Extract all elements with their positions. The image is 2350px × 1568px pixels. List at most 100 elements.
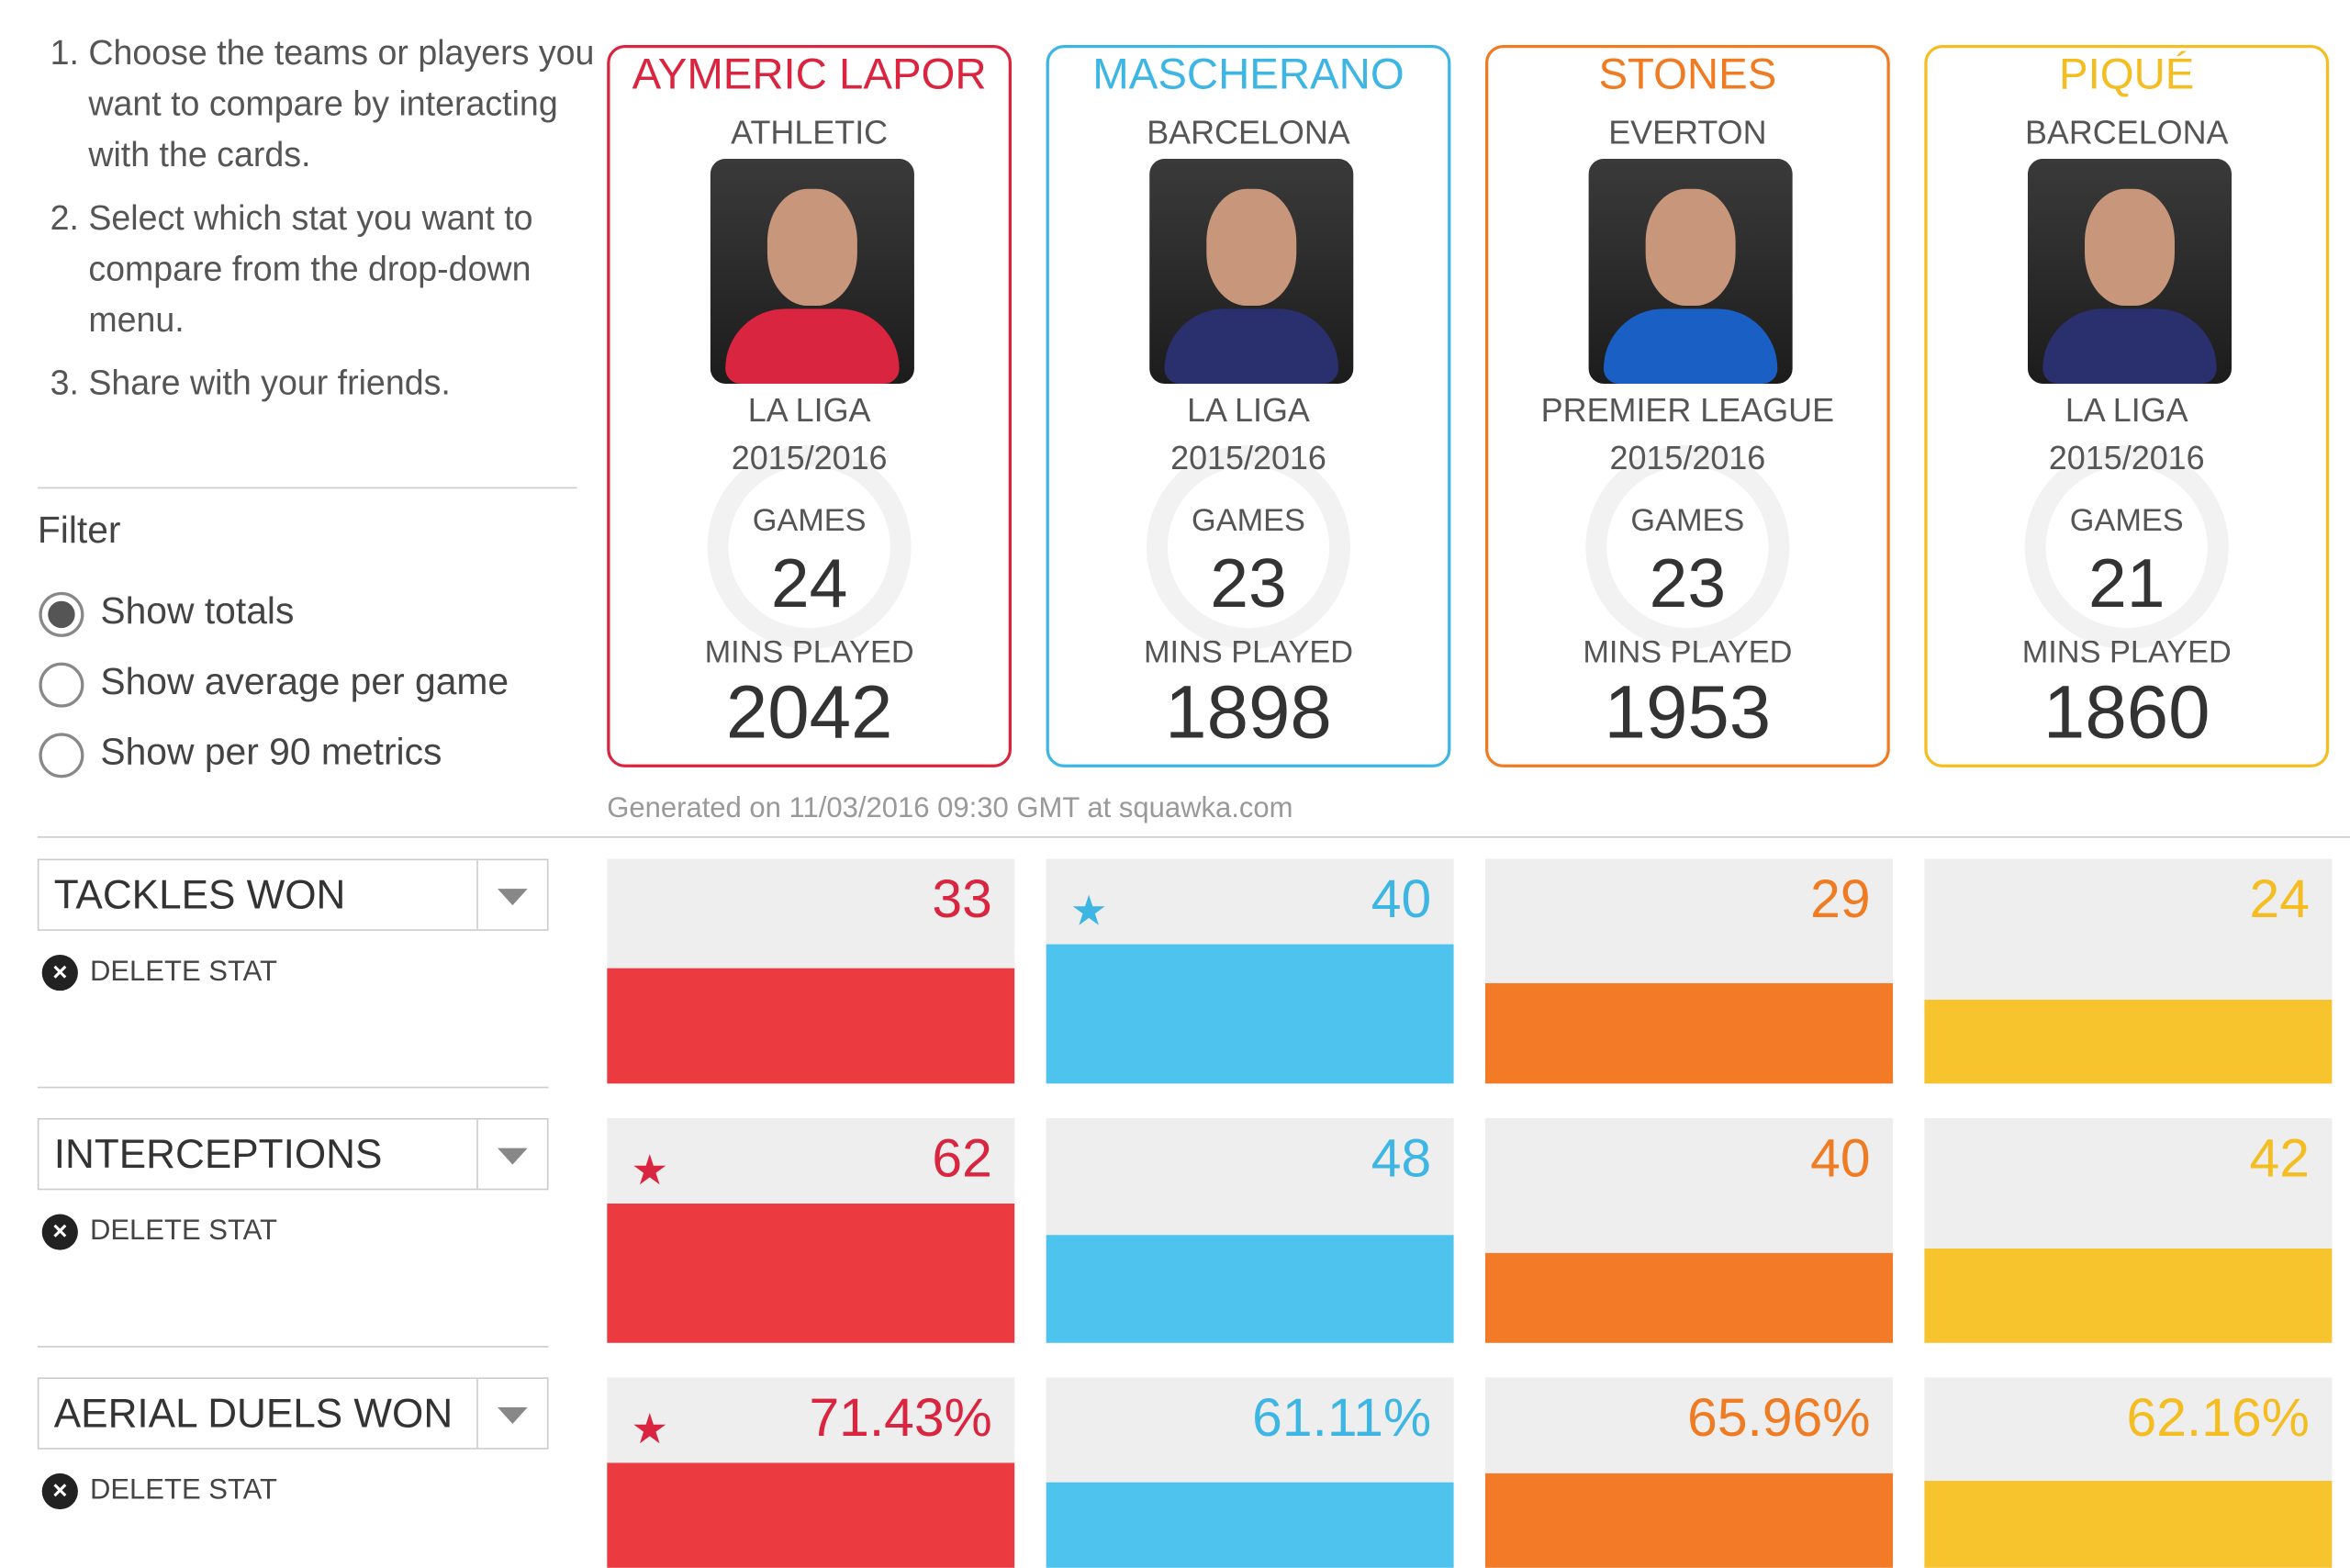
stat-dropdown[interactable]: TACKLES WON xyxy=(37,858,549,931)
games: 21 xyxy=(2087,543,2165,622)
delete-stat[interactable]: × DELETE STAT xyxy=(41,1473,277,1510)
player-name: MASCHERANO xyxy=(1092,50,1404,99)
stat-name: INTERCEPTIONS xyxy=(53,1131,383,1177)
stat-cell: 40 ★ xyxy=(1046,858,1454,1084)
stat-value: 71.43% xyxy=(809,1386,992,1449)
mins-label: MINS PLAYED xyxy=(1583,635,1793,670)
divider xyxy=(37,1086,549,1089)
radio[interactable] xyxy=(39,662,84,708)
stat-value: 48 xyxy=(1371,1126,1432,1189)
instruction: Choose the teams or players you want to … xyxy=(88,27,628,180)
games-label: GAMES xyxy=(2069,503,2184,539)
stat-dropdown[interactable]: INTERCEPTIONS xyxy=(37,1117,549,1191)
bar xyxy=(1046,1235,1454,1343)
radio-label[interactable]: Show average per game xyxy=(100,660,509,703)
team: BARCELONA xyxy=(1147,114,1350,151)
face xyxy=(2085,188,2175,307)
games-label: GAMES xyxy=(1630,503,1745,539)
mins-label: MINS PLAYED xyxy=(1143,635,1354,670)
stat-value: 62.16% xyxy=(2126,1386,2310,1449)
player-photo xyxy=(2027,159,2232,384)
stat-value: 42 xyxy=(2249,1126,2310,1189)
dropdown-arrow[interactable] xyxy=(476,860,547,930)
bar xyxy=(1924,1000,2333,1084)
bar xyxy=(1046,944,1454,1084)
season: 2015/2016 xyxy=(1170,439,1326,477)
player-card[interactable]: PIQUÉ BARCELONA LA LIGA 2015/2016 GAMES 21 MIN… xyxy=(1924,44,2330,767)
star: ★ xyxy=(631,1406,669,1453)
stat-value: 33 xyxy=(932,868,992,930)
dropdown-arrow[interactable] xyxy=(476,1379,547,1449)
mins: 2042 xyxy=(725,669,893,755)
season: 2015/2016 xyxy=(1609,439,1766,477)
face xyxy=(1645,188,1736,307)
player-photo xyxy=(710,159,914,384)
mins: 1953 xyxy=(1604,669,1772,755)
shirt xyxy=(1164,308,1338,384)
bar xyxy=(1484,1252,1894,1343)
games-label: GAMES xyxy=(1192,503,1305,539)
player-photo xyxy=(1149,159,1354,384)
generated-note: Generated on 11/03/2016 09:30 GMT at squ… xyxy=(607,792,1293,824)
delete-stat[interactable]: × DELETE STAT xyxy=(41,954,277,991)
stat-cell: 40 xyxy=(1484,1117,1894,1343)
stat-name: AERIAL DUELS WON % xyxy=(53,1391,459,1437)
stat-value: 61.11% xyxy=(1252,1386,1432,1449)
mins-label: MINS PLAYED xyxy=(704,635,914,670)
radio[interactable] xyxy=(39,591,84,637)
season: 2015/2016 xyxy=(731,439,888,477)
stat-value: 40 xyxy=(1810,1126,1871,1189)
delete-icon: × xyxy=(41,1214,78,1250)
radio-label[interactable]: Show totals xyxy=(100,590,295,633)
delete-icon: × xyxy=(41,954,78,991)
stat-cell: 62.16% xyxy=(1924,1377,2333,1568)
league: LA LIGA xyxy=(2065,391,2188,429)
stat-cell: 62 ★ xyxy=(607,1117,1015,1343)
bar xyxy=(607,969,1015,1084)
bar xyxy=(607,1462,1015,1568)
stat-cell: 71.43% ★ xyxy=(607,1377,1015,1568)
player-name: STONES xyxy=(1598,50,1777,99)
stat-cell: 61.11% xyxy=(1046,1377,1454,1568)
player-name: AYMERIC LAPOR xyxy=(632,50,987,99)
team: BARCELONA xyxy=(2024,114,2229,151)
stat-value: 65.96% xyxy=(1687,1386,1871,1449)
bar xyxy=(1046,1483,1454,1568)
team: ATHLETIC xyxy=(731,114,889,151)
stat-cell: 29 xyxy=(1484,858,1894,1084)
divider xyxy=(37,836,2350,838)
bar xyxy=(1484,1473,1894,1568)
delete-icon: × xyxy=(41,1473,78,1510)
shirt xyxy=(1603,308,1778,384)
dropdown-arrow[interactable] xyxy=(476,1119,547,1189)
stat-cell: 48 xyxy=(1046,1117,1454,1343)
player-card[interactable]: MASCHERANO BARCELONA LA LIGA 2015/2016 GAMES… xyxy=(1046,44,1451,767)
player-name: PIQUÉ xyxy=(2059,50,2195,99)
delete-label: DELETE STAT xyxy=(89,1215,277,1248)
instructions: Choose the teams or players you want to … xyxy=(38,27,628,420)
stat-dropdown[interactable]: AERIAL DUELS WON % xyxy=(37,1377,549,1450)
season: 2015/2016 xyxy=(2048,439,2205,477)
games: 23 xyxy=(1210,543,1287,622)
mins: 1860 xyxy=(2042,669,2210,755)
radio[interactable] xyxy=(39,733,84,778)
shirt xyxy=(725,308,900,384)
stat-name: TACKLES WON xyxy=(53,872,346,918)
mins-label: MINS PLAYED xyxy=(2021,635,2232,670)
player-card[interactable]: AYMERIC LAPOR ATHLETIC LA LIGA 2015/2016 GAM… xyxy=(607,44,1013,767)
bar xyxy=(607,1204,1015,1343)
stat-cell: 42 xyxy=(1924,1117,2333,1343)
league: LA LIGA xyxy=(1187,391,1310,429)
stat-value: 24 xyxy=(2249,868,2310,930)
face xyxy=(1206,188,1297,307)
bar xyxy=(1924,1481,2333,1568)
divider xyxy=(37,487,577,489)
radio-label[interactable]: Show per 90 metrics xyxy=(100,731,442,774)
stat-value: 62 xyxy=(932,1126,992,1189)
stat-value: 40 xyxy=(1371,868,1432,930)
delete-stat[interactable]: × DELETE STAT xyxy=(41,1214,277,1250)
league: PREMIER LEAGUE xyxy=(1540,391,1835,429)
star: ★ xyxy=(1069,887,1108,935)
player-card[interactable]: STONES EVERTON PREMIER LEAGUE 2015/2016 GAME… xyxy=(1484,44,1890,767)
